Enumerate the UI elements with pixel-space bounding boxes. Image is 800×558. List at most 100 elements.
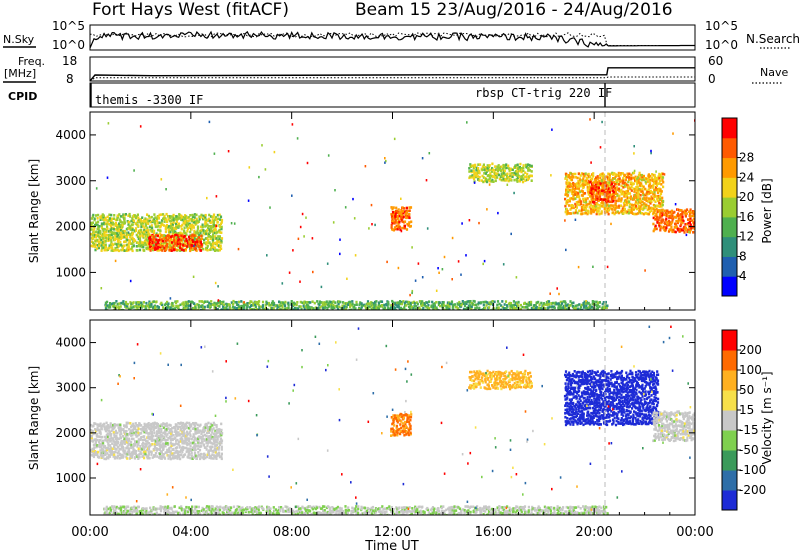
power-echo-cell xyxy=(195,306,197,309)
power-echo-cell xyxy=(185,248,187,251)
power-echo-cell xyxy=(375,303,377,306)
power-echo-cell xyxy=(204,300,206,303)
power-scatter-echo xyxy=(218,299,220,301)
power-echo-cell xyxy=(637,196,639,199)
power-echo-cell xyxy=(200,241,202,244)
velocity-echo-cell xyxy=(196,457,198,460)
power-echo-cell xyxy=(417,303,419,306)
power-echo-cell xyxy=(129,213,131,216)
power-echo-cell xyxy=(653,209,655,212)
power-echo-cell xyxy=(172,302,174,305)
power-echo-cell xyxy=(628,197,630,200)
power-echo-cell xyxy=(641,188,643,191)
power-echo-cell xyxy=(596,203,598,206)
velocity-echo-cell xyxy=(216,424,218,427)
power-echo-cell xyxy=(521,306,523,309)
power-echo-cell xyxy=(334,301,336,304)
velocity-echo-cell xyxy=(107,432,109,435)
velocity-echo-cell xyxy=(157,448,159,451)
power-scatter-echo xyxy=(556,287,558,289)
power-echo-cell xyxy=(567,210,569,213)
velocity-echo-cell xyxy=(116,432,118,435)
power-echo-cell xyxy=(113,228,115,231)
power-echo-cell xyxy=(195,214,197,217)
power-echo-cell xyxy=(110,214,112,217)
power-echo-cell xyxy=(151,224,153,227)
power-echo-cell xyxy=(577,212,579,215)
velocity-echo-cell xyxy=(148,450,150,453)
power-echo-cell xyxy=(658,209,660,212)
power-y-tick-label: 3000 xyxy=(55,174,86,188)
power-echo-cell xyxy=(492,169,494,172)
power-echo-cell xyxy=(404,225,406,228)
power-scatter-echo xyxy=(461,222,463,224)
power-echo-cell xyxy=(106,228,108,231)
power-scatter-echo xyxy=(352,198,354,200)
power-echo-cell xyxy=(220,244,222,247)
power-echo-cell xyxy=(604,181,606,184)
power-echo-cell xyxy=(147,229,149,232)
freq-series xyxy=(90,68,695,81)
power-echo-cell xyxy=(614,196,616,199)
power-echo-cell xyxy=(165,248,167,251)
power-echo-cell xyxy=(404,220,406,223)
power-echo-cell xyxy=(599,301,601,304)
power-echo-cell xyxy=(614,183,616,186)
power-scatter-echo xyxy=(633,152,635,154)
power-echo-cell xyxy=(649,181,651,184)
power-echo-cell xyxy=(352,303,354,306)
power-echo-cell xyxy=(162,240,164,243)
velocity-echo-cell xyxy=(149,457,151,460)
power-echo-cell xyxy=(607,192,609,195)
power-echo-cell xyxy=(111,234,113,237)
power-echo-cell xyxy=(631,186,633,189)
velocity-echo-cell xyxy=(144,438,146,441)
power-scatter-echo xyxy=(298,238,300,240)
power-echo-cell xyxy=(624,208,626,211)
power-echo-cell xyxy=(98,225,100,228)
velocity-echo-cell xyxy=(151,439,153,442)
velocity-echo-cell xyxy=(179,458,181,461)
power-echo-cell xyxy=(169,247,171,250)
power-echo-cell xyxy=(394,307,396,310)
power-scatter-echo xyxy=(261,144,263,146)
velocity-echo-cell xyxy=(158,428,160,431)
power-echo-cell xyxy=(194,241,196,244)
power-echo-cell xyxy=(238,305,240,308)
power-echo-cell xyxy=(97,217,99,220)
power-scatter-echo xyxy=(489,183,491,185)
velocity-echo-cell xyxy=(156,455,158,458)
power-echo-cell xyxy=(478,301,480,304)
power-echo-cell xyxy=(480,301,482,304)
power-scatter-echo xyxy=(688,231,690,233)
power-echo-cell xyxy=(428,300,430,303)
power-echo-cell xyxy=(173,248,175,251)
velocity-echo-cell xyxy=(130,441,132,444)
power-echo-cell xyxy=(439,305,441,308)
velocity-echo-cell xyxy=(218,454,220,457)
power-echo-cell xyxy=(627,181,629,184)
power-scatter-echo xyxy=(415,280,417,282)
power-echo-cell xyxy=(153,230,155,233)
power-echo-cell xyxy=(203,239,205,242)
power-scatter-echo xyxy=(422,276,424,278)
power-echo-cell xyxy=(507,165,509,168)
power-echo-cell xyxy=(119,241,121,244)
power-echo-cell xyxy=(101,249,103,252)
power-echo-cell xyxy=(567,188,569,191)
power-echo-cell xyxy=(189,214,191,217)
power-echo-cell xyxy=(410,225,412,228)
power-scatter-echo xyxy=(297,137,299,139)
power-echo-cell xyxy=(642,192,644,195)
noise-tick-right-bottom: 10^0 xyxy=(705,38,738,52)
power-echo-cell xyxy=(406,228,408,231)
power-echo-cell xyxy=(639,197,641,200)
power-echo-cell xyxy=(144,220,146,223)
power-echo-cell xyxy=(120,244,122,247)
power-scatter-echo xyxy=(302,213,304,215)
power-echo-cell xyxy=(207,245,209,248)
power-echo-cell xyxy=(599,192,601,195)
power-echo-cell xyxy=(658,222,660,225)
power-y-tick-label: 2000 xyxy=(55,220,86,234)
